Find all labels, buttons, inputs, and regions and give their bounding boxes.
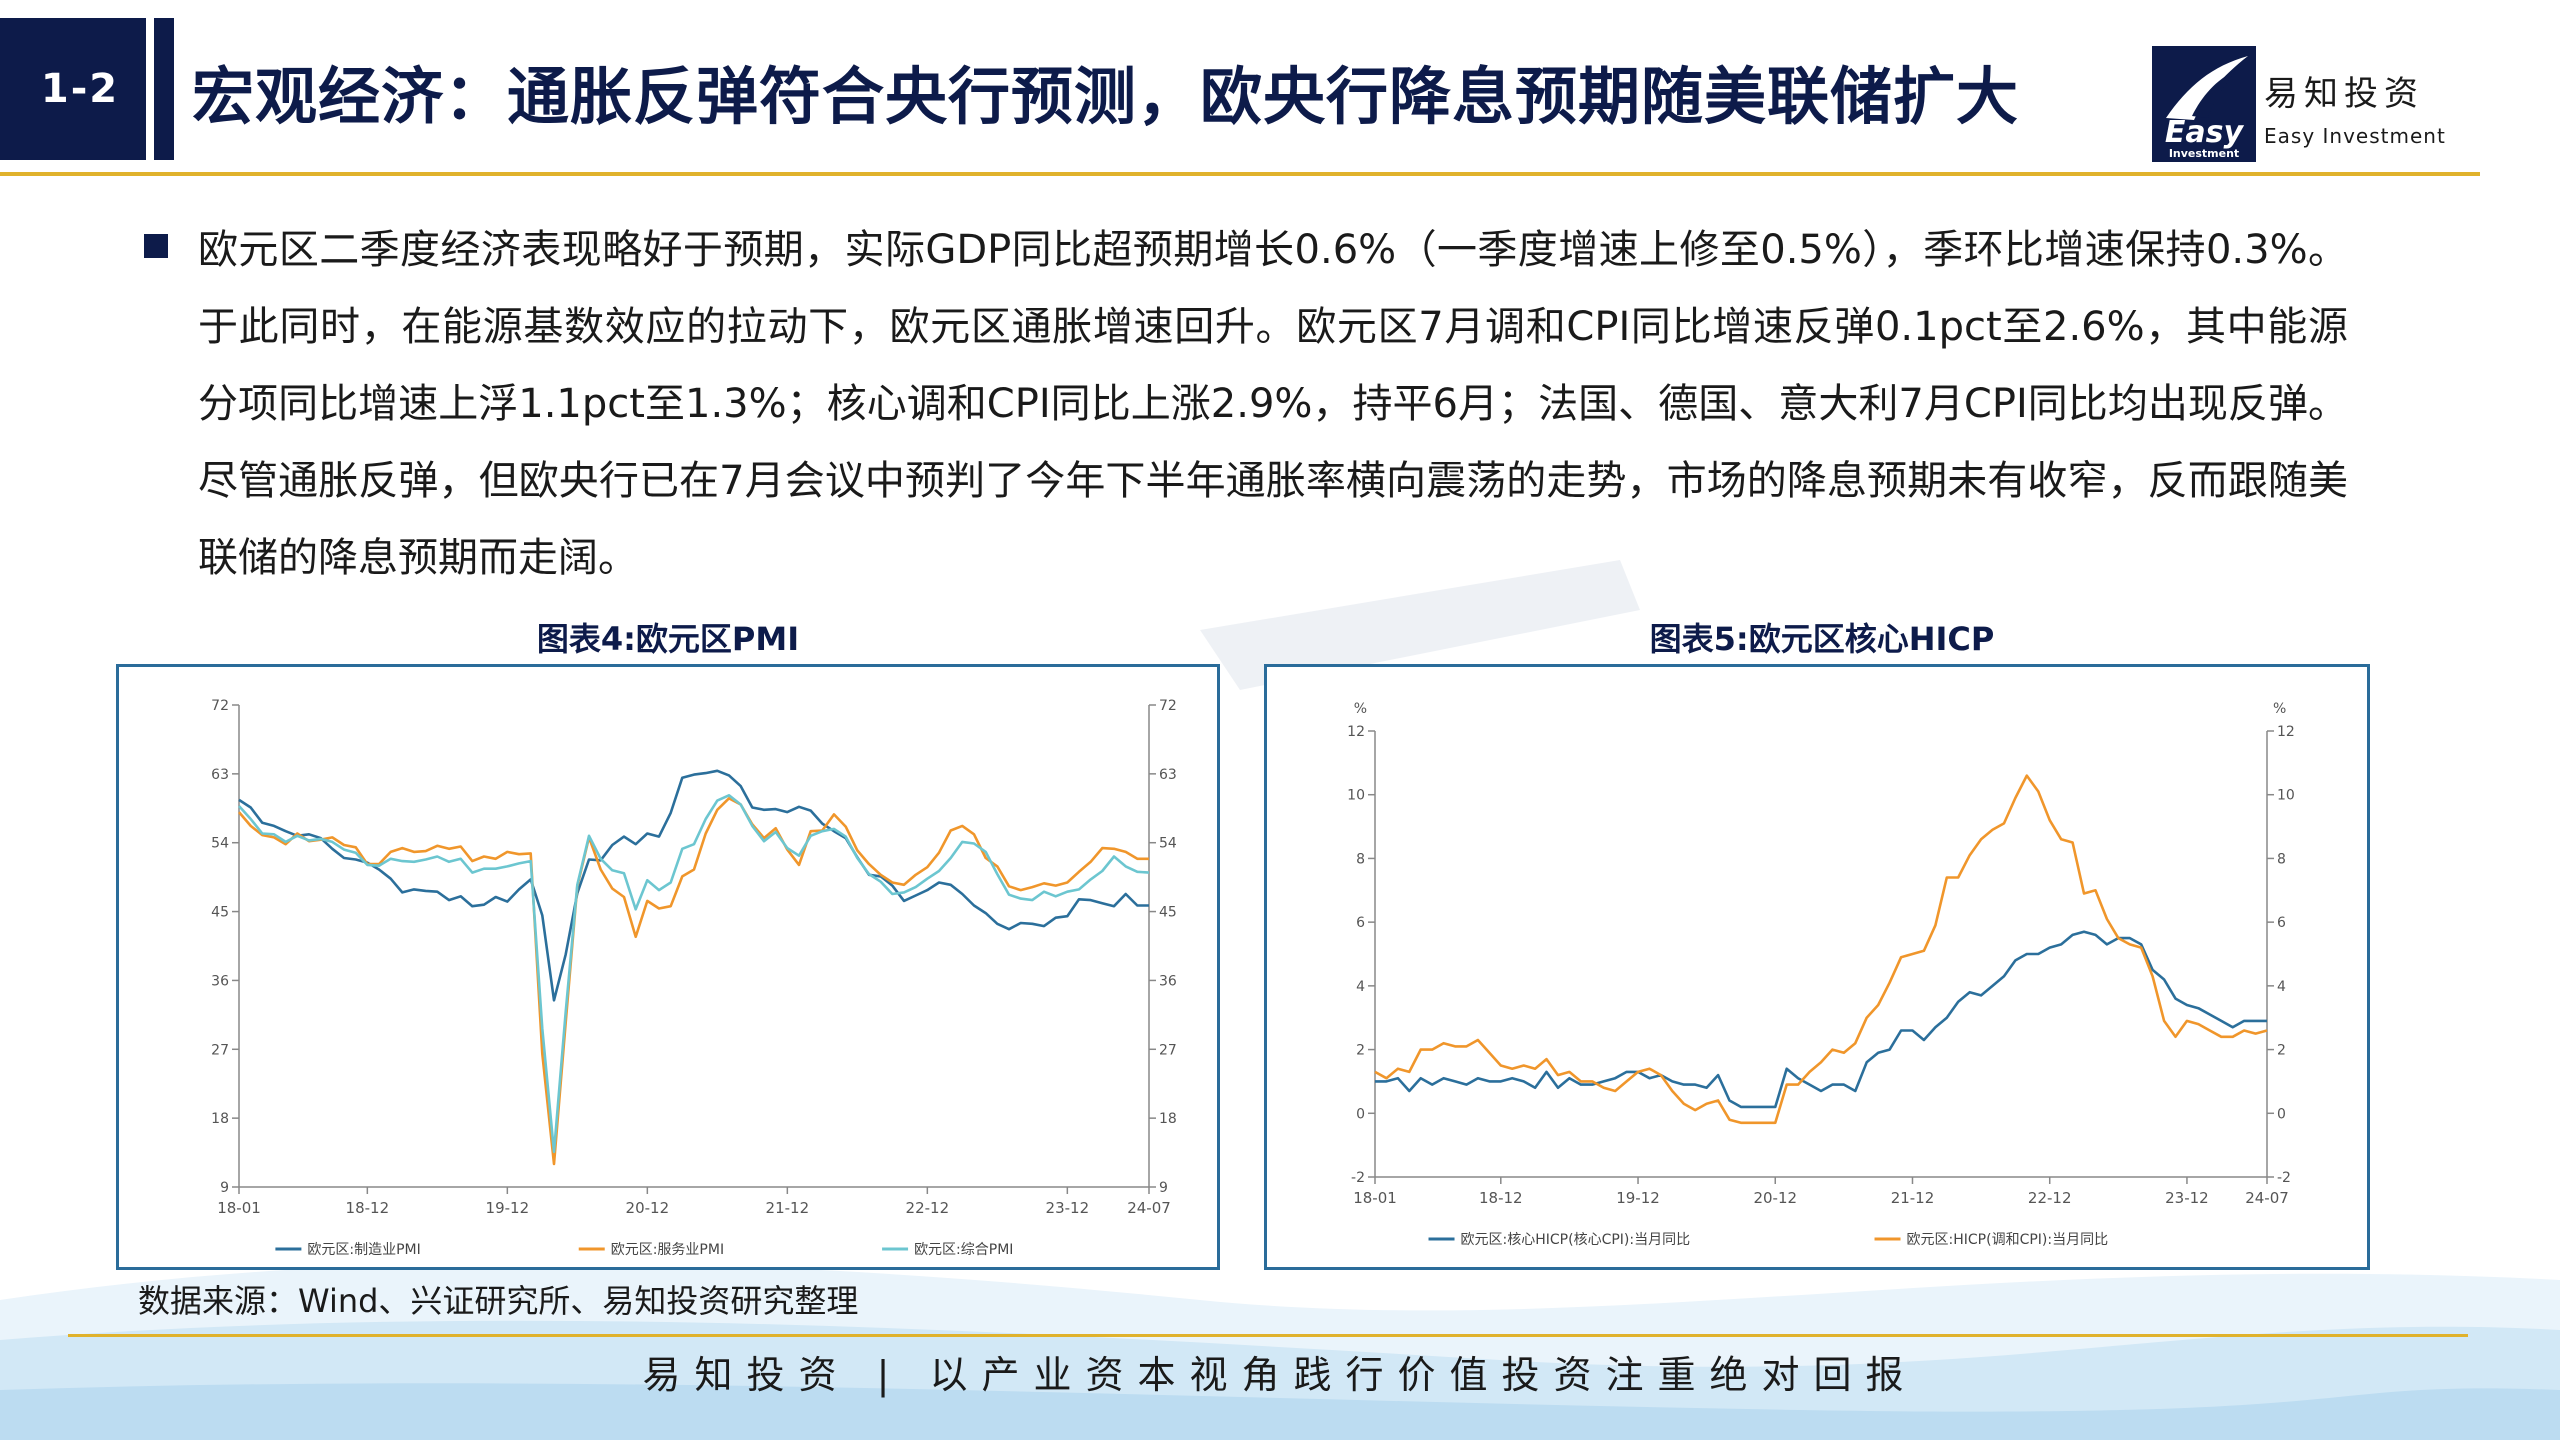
series-line-0 [238, 769, 1149, 1002]
legend-label-0: 欧元区:核心HICP(核心CPI):当月同比 [1461, 1232, 1691, 1248]
y-tick-label-right: 63 [1159, 767, 1177, 783]
header-divider [0, 172, 2480, 176]
legend-label-1: 欧元区:HICP(调和CPI):当月同比 [1907, 1232, 2109, 1248]
x-tick-label: 24-07 [2245, 1189, 2289, 1207]
x-tick-label: 19-12 [486, 1199, 530, 1217]
chart-hicp-title: 图表5:欧元区核心HICP [1649, 620, 1995, 658]
logo-mark: Easy Investment [2152, 46, 2256, 162]
header-accent-bar [146, 18, 174, 160]
footer-slogan: 易知投资 | 以产业资本视角践行价值投资注重绝对回报 [642, 1353, 1918, 1397]
logo-word: Easy [2165, 115, 2245, 150]
chart-hicp-frame: -2 -2 0 0 2 2 4 4 6 6 8 8 10 10 12 12%% 18-01 18-12 19-12 2… [1264, 664, 2370, 1270]
y-tick-label: 54 [211, 836, 229, 852]
logo-sub: Investment [2169, 147, 2239, 160]
brand-name: 易知投资 [2264, 74, 2424, 114]
y-tick-label: 72 [211, 698, 229, 714]
brand-english-name: Easy Investment [2264, 124, 2446, 148]
y-tick-label: 36 [211, 973, 229, 989]
y-tick-label: 8 [1356, 851, 1365, 867]
y-tick-label: 0 [1356, 1106, 1365, 1122]
legend-label-0: 欧元区:制造业PMI [307, 1242, 420, 1258]
x-tick-label: 18-01 [1353, 1189, 1397, 1207]
series-line-1 [238, 797, 1149, 1166]
y-tick-label: 63 [211, 767, 229, 783]
y-tick-label-right: 2 [2277, 1043, 2286, 1059]
y-tick-label-right: 9 [1159, 1180, 1168, 1196]
y-tick-label: 45 [211, 905, 229, 921]
x-tick-label: 23-12 [1046, 1199, 1090, 1217]
series-line-0 [1375, 930, 2267, 1109]
chart-pmi: 9 9 18 18 27 27 36 36 45 45 54 54 63 63 72 72 18-01 18-12… [211, 698, 1177, 1258]
legend-label-1: 欧元区:服务业PMI [611, 1242, 724, 1258]
y-tick-label: 12 [1347, 724, 1365, 740]
y-tick-label-right: 36 [1159, 973, 1177, 989]
x-tick-label: 18-12 [346, 1199, 390, 1217]
y-tick-label-right: -2 [2277, 1170, 2291, 1186]
x-tick-label: 18-12 [1479, 1189, 1523, 1207]
bullet-square-icon [144, 234, 168, 258]
chart-pmi-title: 图表4:欧元区PMI [536, 620, 800, 658]
y-tick-label: 27 [211, 1042, 229, 1058]
x-tick-label: 22-12 [906, 1199, 950, 1217]
y-tick-label: 9 [220, 1180, 229, 1196]
series-line-1 [1374, 774, 2268, 1125]
easy-investment-logo: Easy Investment [2152, 46, 2256, 162]
x-tick-label: 24-07 [1127, 1199, 1171, 1217]
y-tick-label-right: 18 [1159, 1111, 1177, 1127]
y-unit-left: % [1354, 701, 1367, 717]
y-tick-label-right: 6 [2277, 915, 2286, 931]
chart-pmi-frame: 9 9 18 18 27 27 36 36 45 45 54 54 63 63 72 72 18-01 18-12… [116, 664, 1220, 1270]
section-number-badge: 1-2 [0, 18, 160, 160]
chart-hicp: -2 -2 0 0 2 2 4 4 6 6 8 8 10 10 12 12% % 18-01 18-12 19-12 2… [1347, 701, 2295, 1248]
y-tick-label: -2 [1351, 1170, 1365, 1186]
data-source-note: 数据来源：Wind、兴证研究所、易知投资研究整理 [138, 1282, 859, 1320]
footer-divider [68, 1334, 2468, 1337]
x-tick-label: 21-12 [1891, 1189, 1935, 1207]
y-tick-label: 10 [1347, 788, 1365, 804]
y-tick-label-right: 54 [1159, 836, 1177, 852]
y-unit-right: % [2273, 701, 2286, 717]
y-tick-label-right: 0 [2277, 1106, 2286, 1122]
x-tick-label: 19-12 [1616, 1189, 1660, 1207]
y-tick-label: 18 [211, 1111, 229, 1127]
y-tick-label: 2 [1356, 1043, 1365, 1059]
y-tick-label-right: 27 [1159, 1042, 1177, 1058]
x-tick-label: 18-01 [217, 1199, 261, 1217]
x-tick-label: 21-12 [766, 1199, 810, 1217]
y-tick-label-right: 8 [2277, 851, 2286, 867]
x-tick-label: 22-12 [2028, 1189, 2072, 1207]
series-line-2 [238, 794, 1150, 1154]
legend-label-2: 欧元区:综合PMI [914, 1242, 1013, 1258]
y-tick-label: 6 [1356, 915, 1365, 931]
page-title: 宏观经济：通胀反弹符合央行预测，欧央行降息预期随美联储扩大 [192, 60, 2020, 133]
y-tick-label-right: 45 [1159, 905, 1177, 921]
x-tick-label: 20-12 [1753, 1189, 1797, 1207]
y-tick-label-right: 12 [2277, 724, 2295, 740]
y-tick-label-right: 4 [2277, 979, 2286, 995]
x-tick-label: 20-12 [626, 1199, 670, 1217]
y-tick-label-right: 10 [2277, 788, 2295, 804]
y-tick-label-right: 72 [1159, 698, 1177, 714]
body-paragraph: 欧元区二季度经济表现略好于预期，实际GDP同比超预期增长0.6%（一季度增速上修… [198, 227, 2348, 581]
y-tick-label: 4 [1356, 979, 1365, 995]
x-tick-label: 23-12 [2165, 1189, 2209, 1207]
